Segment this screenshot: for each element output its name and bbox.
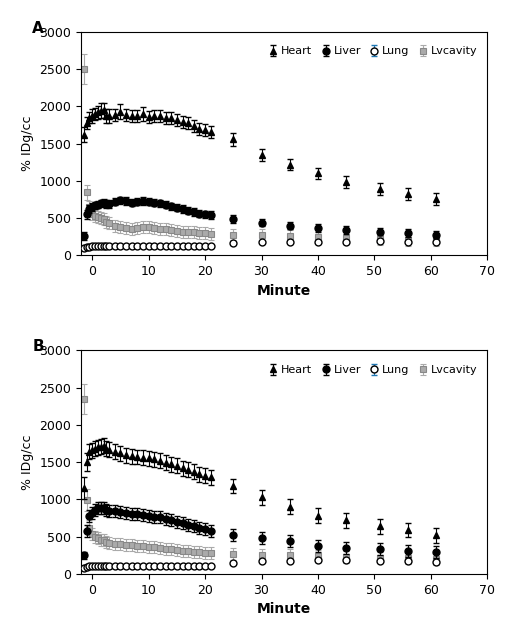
Text: B: B <box>32 340 44 354</box>
Text: A: A <box>32 21 44 36</box>
X-axis label: Minute: Minute <box>257 602 311 616</box>
Y-axis label: % IDg/cc: % IDg/cc <box>21 434 34 490</box>
Legend: Heart, Liver, Lung, Lvcavity: Heart, Liver, Lung, Lvcavity <box>265 361 481 380</box>
Y-axis label: % IDg/cc: % IDg/cc <box>21 116 34 171</box>
Legend: Heart, Liver, Lung, Lvcavity: Heart, Liver, Lung, Lvcavity <box>265 42 481 61</box>
X-axis label: Minute: Minute <box>257 283 311 297</box>
